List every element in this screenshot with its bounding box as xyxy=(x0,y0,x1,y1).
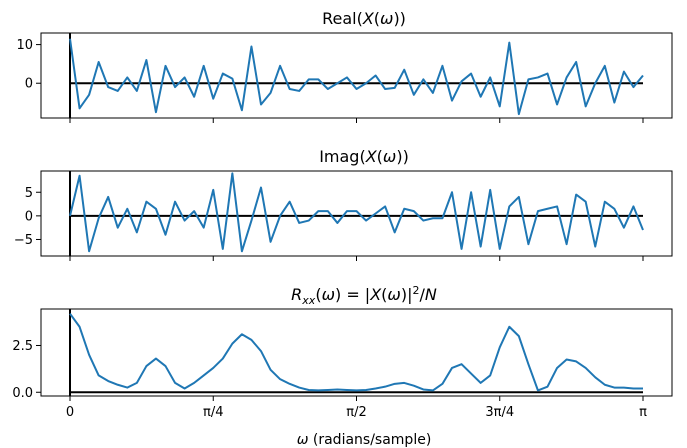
real-ytick-label: 10 xyxy=(16,38,33,53)
imag-ytick-label: −5 xyxy=(14,233,33,248)
rxx-xtick-label: π/4 xyxy=(203,405,223,420)
rxx-ytick-label: 2.5 xyxy=(12,339,33,354)
real-panel: Real(X(ω)) 0 10 xyxy=(16,9,673,123)
imag-panel-title: Imag(X(ω)) xyxy=(319,147,409,166)
real-panel-yticks: 0 10 xyxy=(16,38,41,92)
rxx-panel: Rxx(ω) = |X(ω)|2/N 0.0 2.5 0 π/4 π/2 3π/4 π xyxy=(12,284,673,420)
real-panel-frame xyxy=(40,32,673,119)
x-axis-label: ω (radians/sample) xyxy=(297,432,432,448)
real-panel-xticks xyxy=(69,118,644,123)
imag-panel-yticks: −5 0 5 xyxy=(14,186,41,248)
rxx-xtick-label: 0 xyxy=(66,405,74,420)
imag-series-line xyxy=(69,172,644,253)
real-series-line xyxy=(69,38,644,116)
rxx-panel-title: Rxx(ω) = |X(ω)|2/N xyxy=(291,284,437,307)
real-panel-title: Real(X(ω)) xyxy=(322,9,406,28)
rxx-xtick-label: π xyxy=(639,405,647,420)
imag-ytick-label: 5 xyxy=(25,186,33,201)
imag-ytick-label: 0 xyxy=(25,209,33,224)
imag-panel: Imag(X(ω)) −5 0 5 xyxy=(14,147,673,261)
real-ytick-label: 0 xyxy=(25,77,33,92)
rxx-ytick-label: 0.0 xyxy=(12,386,33,401)
rxx-series-line xyxy=(69,313,643,392)
imag-panel-xticks xyxy=(69,256,644,261)
rxx-xtick-label: 3π/4 xyxy=(485,405,514,420)
rxx-panel-xticks: 0 π/4 π/2 3π/4 π xyxy=(66,396,647,420)
rxx-xtick-label: π/2 xyxy=(346,405,366,420)
rxx-panel-frame xyxy=(40,308,673,397)
imag-panel-frame xyxy=(40,170,673,257)
rxx-panel-yticks: 0.0 2.5 xyxy=(12,339,41,401)
